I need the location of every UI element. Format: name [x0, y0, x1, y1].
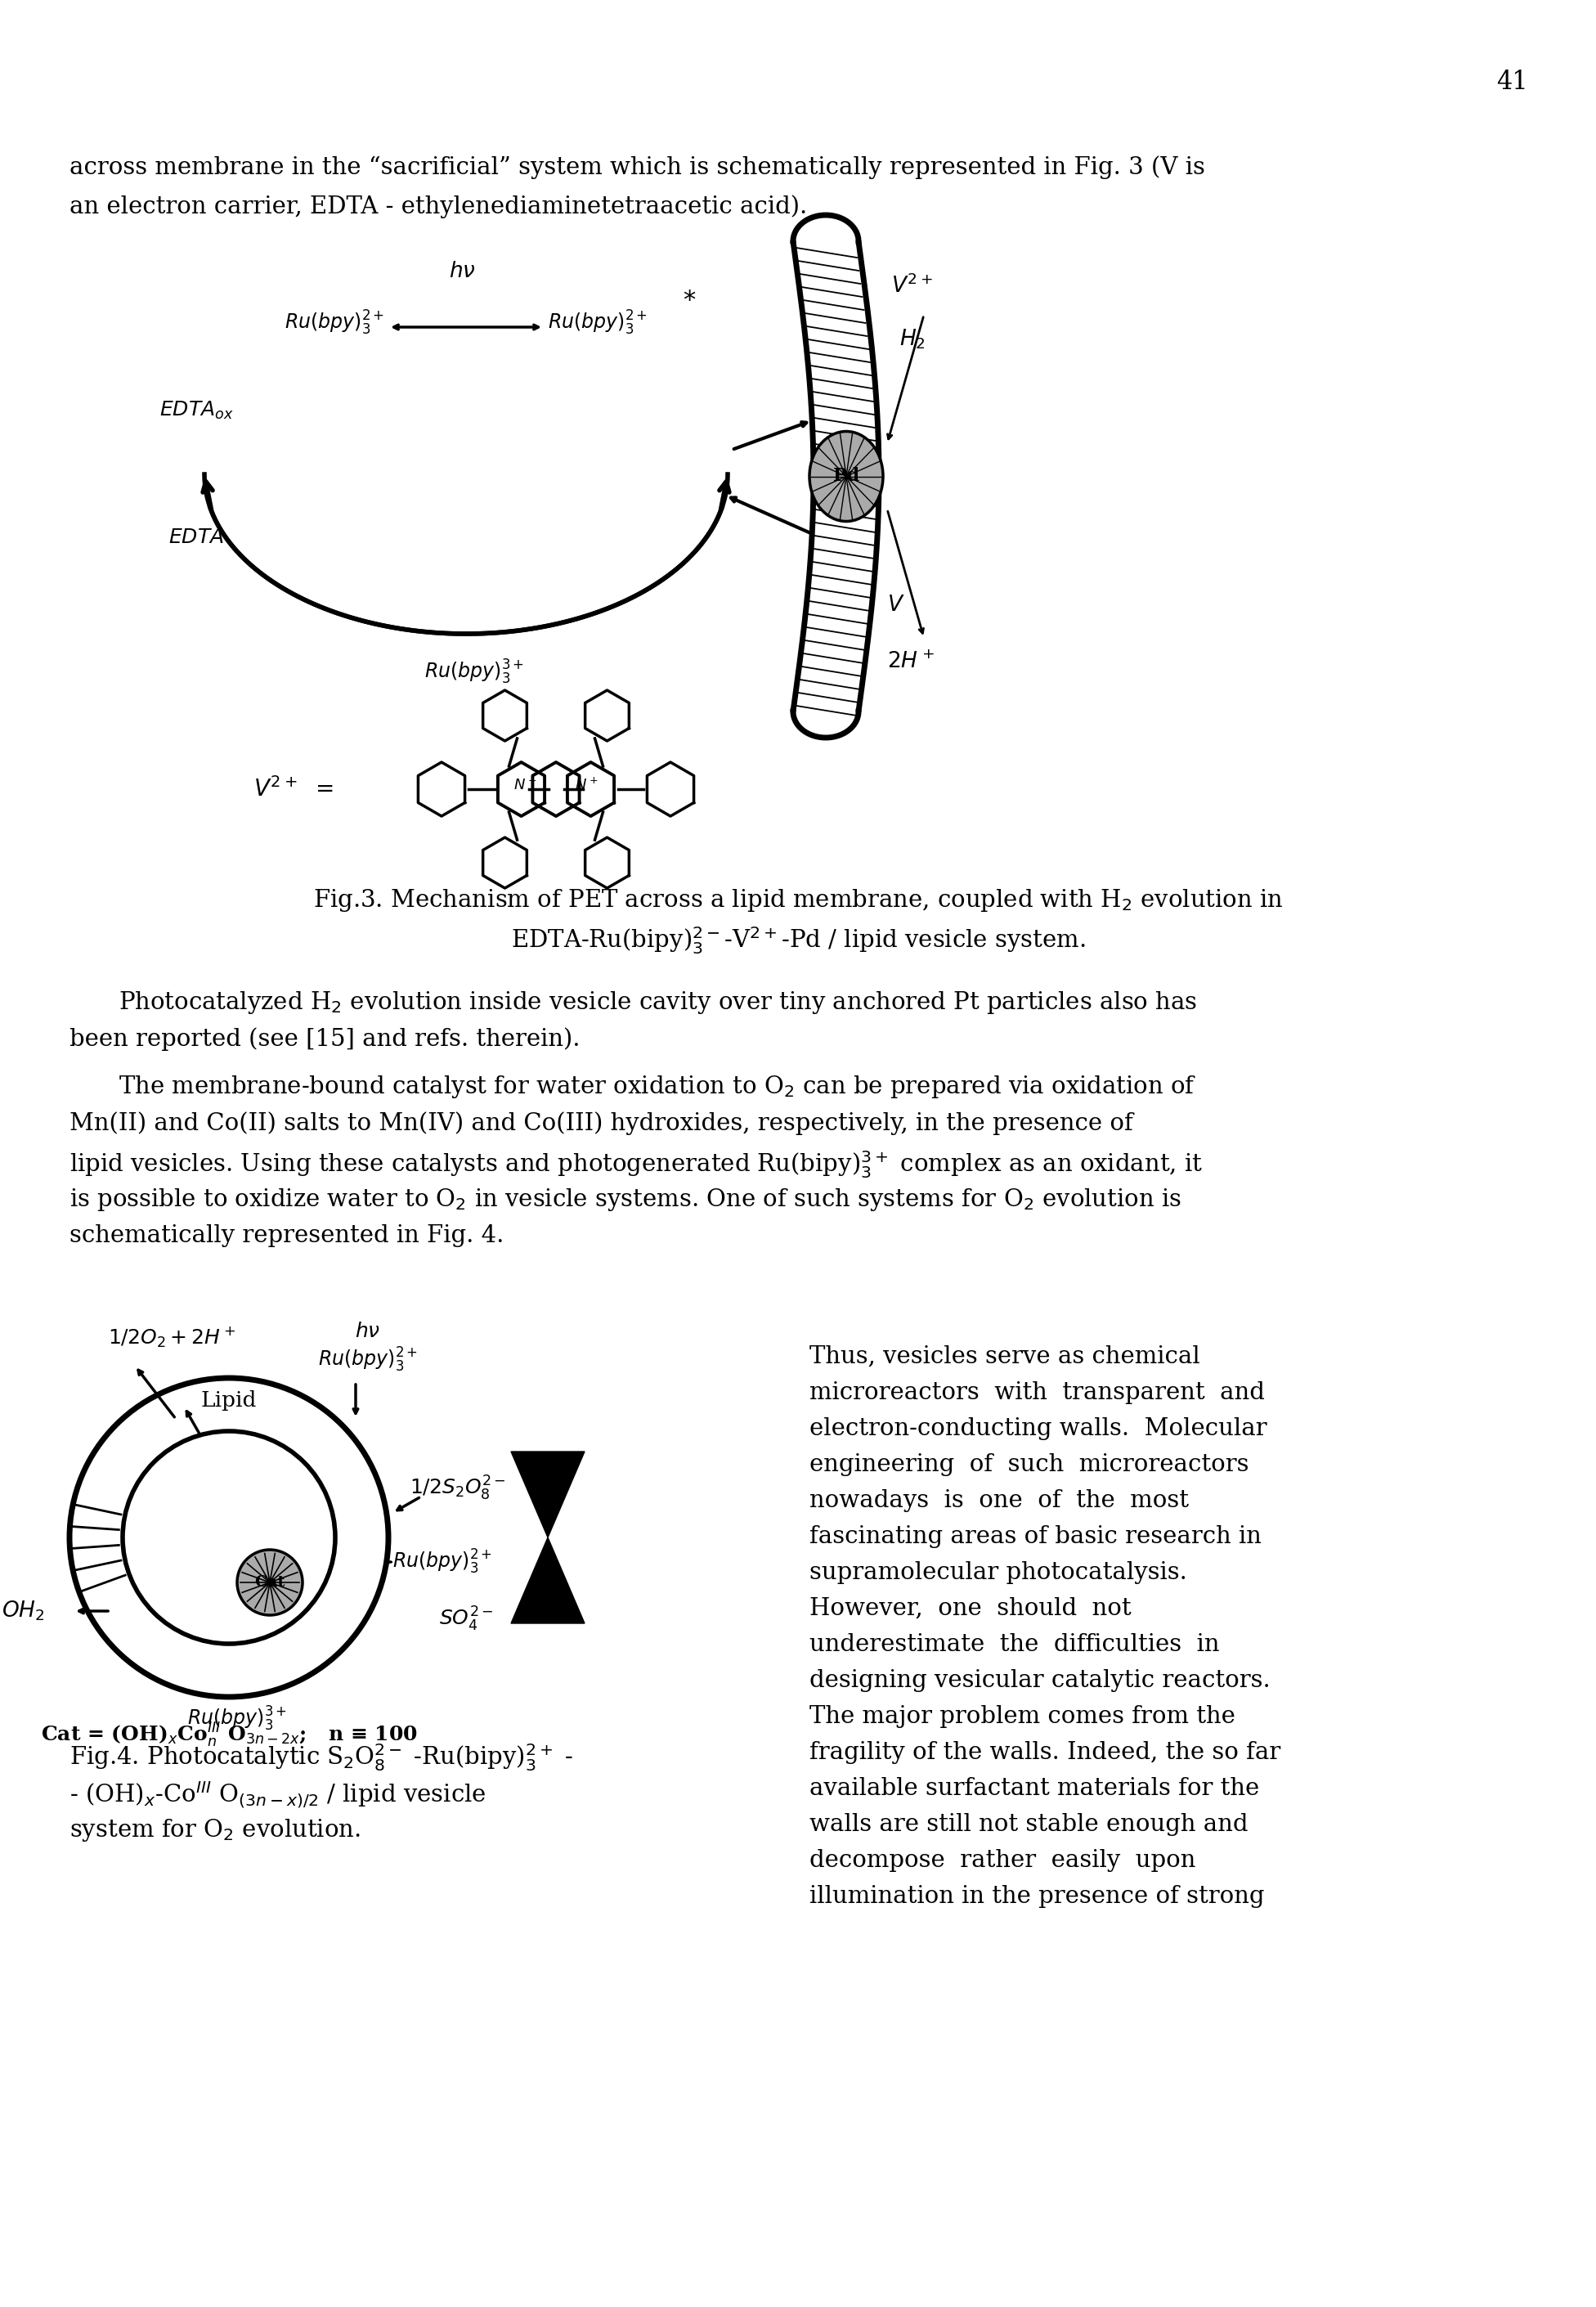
Text: microreactors  with  transparent  and: microreactors with transparent and	[809, 1382, 1264, 1405]
Text: $N^+$: $N^+$	[514, 777, 536, 794]
Polygon shape	[498, 761, 544, 817]
Text: lipid vesicles. Using these catalysts and photogenerated Ru(bipy)$_3^{3+}$ compl: lipid vesicles. Using these catalysts an…	[70, 1149, 1203, 1179]
Text: $V^{2+}$  =: $V^{2+}$ =	[254, 777, 334, 801]
Text: been reported (see [15] and refs. therein).: been reported (see [15] and refs. therei…	[70, 1027, 579, 1050]
Text: $Ru(bpy)_3^{2+}$: $Ru(bpy)_3^{2+}$	[393, 1548, 492, 1576]
Text: $H_2$: $H_2$	[900, 328, 926, 351]
Polygon shape	[511, 1451, 584, 1536]
Text: $SO_4^{2-}$: $SO_4^{2-}$	[439, 1606, 493, 1633]
Text: $N^+$: $N^+$	[575, 777, 598, 794]
Text: Lipid: Lipid	[201, 1391, 257, 1410]
Circle shape	[123, 1430, 335, 1645]
Text: $V^{2+}$: $V^{2+}$	[891, 275, 932, 298]
Text: $1/2O_2 + 2H^+$: $1/2O_2 + 2H^+$	[109, 1327, 236, 1350]
Polygon shape	[567, 761, 614, 817]
Ellipse shape	[809, 431, 883, 521]
Polygon shape	[484, 690, 527, 741]
Text: is possible to oxidize water to O$_2$ in vesicle systems. One of such systems fo: is possible to oxidize water to O$_2$ in…	[70, 1186, 1181, 1213]
Text: $V$: $V$	[887, 595, 905, 616]
Text: walls are still not stable enough and: walls are still not stable enough and	[809, 1813, 1248, 1836]
Text: underestimate  the  difficulties  in: underestimate the difficulties in	[809, 1633, 1219, 1656]
Text: $Ru(bpy)_3^{3+}$: $Ru(bpy)_3^{3+}$	[425, 657, 523, 685]
Text: $EDTA$: $EDTA$	[169, 528, 223, 547]
Text: supramolecular photocatalysis.: supramolecular photocatalysis.	[809, 1562, 1187, 1585]
Polygon shape	[646, 761, 694, 817]
Text: $2H^+$: $2H^+$	[887, 651, 934, 674]
Text: However,  one  should  not: However, one should not	[809, 1596, 1132, 1620]
Text: *: *	[683, 288, 696, 311]
Text: Pd: Pd	[833, 468, 859, 484]
Text: decompose  rather  easily  upon: decompose rather easily upon	[809, 1848, 1195, 1871]
Polygon shape	[511, 1536, 584, 1624]
Ellipse shape	[238, 1550, 303, 1615]
Text: fragility of the walls. Indeed, the so far: fragility of the walls. Indeed, the so f…	[809, 1742, 1280, 1765]
Text: designing vesicular catalytic reactors.: designing vesicular catalytic reactors.	[809, 1670, 1270, 1691]
Text: $Ru(bpy)_3^{2+}$: $Ru(bpy)_3^{2+}$	[284, 309, 385, 337]
Text: available surfactant materials for the: available surfactant materials for the	[809, 1776, 1259, 1799]
Text: Mn(II) and Co(II) salts to Mn(IV) and Co(III) hydroxides, respectively, in the p: Mn(II) and Co(II) salts to Mn(IV) and Co…	[70, 1112, 1133, 1135]
Text: $Ru(bpy)_3^{3+}$: $Ru(bpy)_3^{3+}$	[187, 1705, 287, 1733]
Text: EDTA-Ru(bipy)$_3^{2-}$-V$^{2+}$-Pd / lipid vesicle system.: EDTA-Ru(bipy)$_3^{2-}$-V$^{2+}$-Pd / lip…	[511, 925, 1085, 955]
Text: $h\nu$: $h\nu$	[356, 1322, 381, 1340]
Text: electron-conducting walls.  Molecular: electron-conducting walls. Molecular	[809, 1416, 1267, 1440]
Text: system for O$_2$ evolution.: system for O$_2$ evolution.	[70, 1818, 361, 1843]
Text: - (OH)$_x$-Co$^{III}$ O$_{(3n-x)/2}$ / lipid vesicle: - (OH)$_x$-Co$^{III}$ O$_{(3n-x)/2}$ / l…	[70, 1779, 487, 1809]
Text: Photocatalyzed H$_2$ evolution inside vesicle cavity over tiny anchored Pt parti: Photocatalyzed H$_2$ evolution inside ve…	[118, 990, 1197, 1015]
Polygon shape	[533, 761, 579, 817]
Text: $OH_2$: $OH_2$	[2, 1599, 45, 1622]
Text: Fig.4. Photocatalytic S$_2$O$_8^{2-}$ -Ru(bipy)$_3^{2+}$ -: Fig.4. Photocatalytic S$_2$O$_8^{2-}$ -R…	[70, 1742, 573, 1772]
Text: Cat: Cat	[254, 1576, 286, 1590]
Text: $Ru(bpy)_3^{2+}$: $Ru(bpy)_3^{2+}$	[547, 309, 648, 337]
Text: nowadays  is  one  of  the  most: nowadays is one of the most	[809, 1490, 1189, 1511]
Text: $H_2O$: $H_2O$	[182, 1509, 228, 1534]
Text: The membrane-bound catalyst for water oxidation to O$_2$ can be prepared via oxi: The membrane-bound catalyst for water ox…	[118, 1073, 1197, 1100]
Text: 41: 41	[1497, 69, 1527, 95]
Text: $1/2S_2O_8^{2-}$: $1/2S_2O_8^{2-}$	[410, 1474, 506, 1502]
Polygon shape	[418, 761, 464, 817]
Text: $h\nu$: $h\nu$	[448, 261, 476, 281]
Text: engineering  of  such  microreactors: engineering of such microreactors	[809, 1453, 1250, 1476]
Polygon shape	[586, 837, 629, 888]
Text: across membrane in the “sacrificial” system which is schematically represented i: across membrane in the “sacrificial” sys…	[70, 155, 1205, 180]
Text: $Ru(bpy)_3^{2+}$: $Ru(bpy)_3^{2+}$	[318, 1345, 418, 1375]
Polygon shape	[586, 690, 629, 741]
Text: illumination in the presence of strong: illumination in the presence of strong	[809, 1885, 1264, 1908]
Text: schematically represented in Fig. 4.: schematically represented in Fig. 4.	[70, 1225, 504, 1248]
Text: $EDTA_{ox}$: $EDTA_{ox}$	[160, 399, 233, 422]
Polygon shape	[484, 837, 527, 888]
Text: fascinating areas of basic research in: fascinating areas of basic research in	[809, 1525, 1261, 1548]
Text: Cat = (OH)$_x$Co$_n^{III}$ O$_{3n-2x}$;   n ≡ 100: Cat = (OH)$_x$Co$_n^{III}$ O$_{3n-2x}$; …	[40, 1721, 417, 1749]
Text: Fig.3. Mechanism of PET across a lipid membrane, coupled with H$_2$ evolution in: Fig.3. Mechanism of PET across a lipid m…	[313, 888, 1283, 914]
Text: Thus, vesicles serve as chemical: Thus, vesicles serve as chemical	[809, 1345, 1200, 1368]
Text: an electron carrier, EDTA - ethylenediaminetetraacetic acid).: an electron carrier, EDTA - ethylenediam…	[70, 194, 808, 219]
Text: The major problem comes from the: The major problem comes from the	[809, 1705, 1235, 1728]
